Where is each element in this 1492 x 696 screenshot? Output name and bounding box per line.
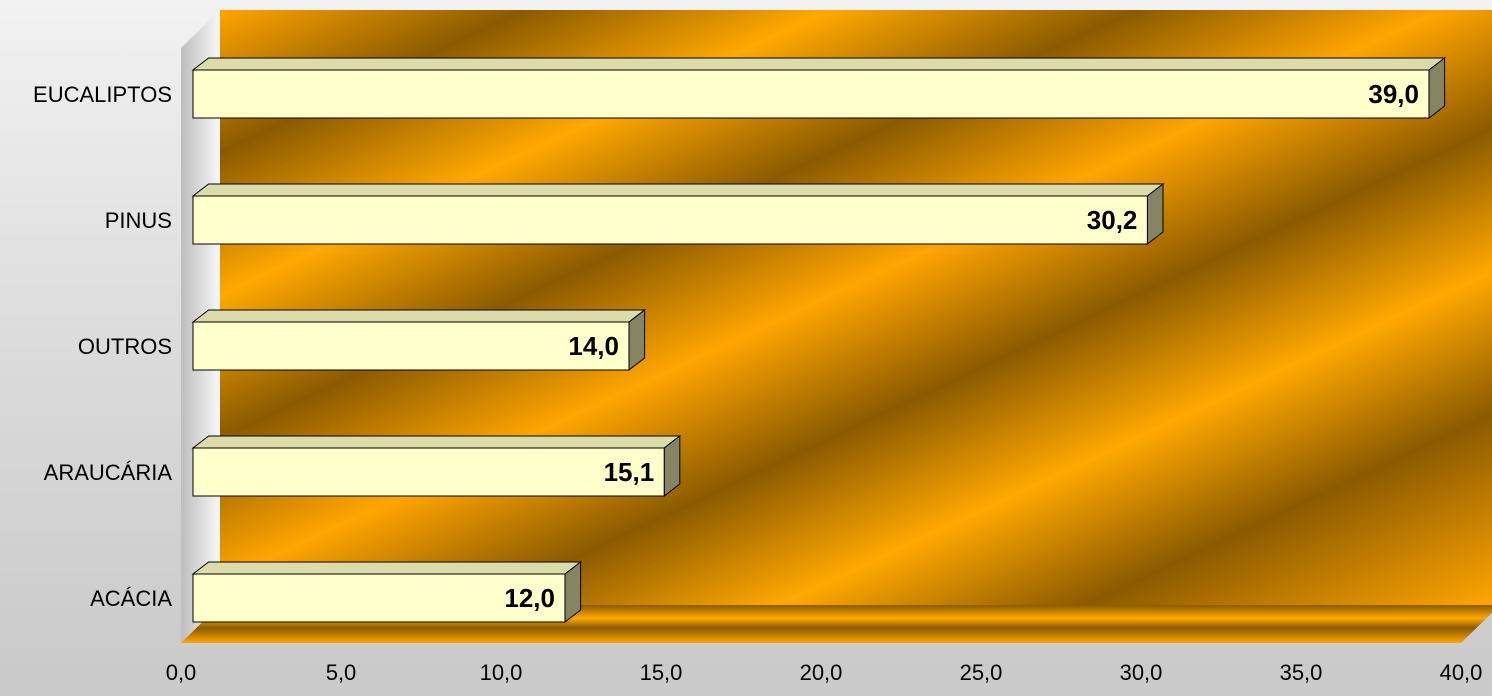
bar-top-face xyxy=(191,309,647,323)
category-label: EUCALIPTOS xyxy=(33,82,172,107)
bar-top-face xyxy=(191,57,1447,71)
bar: 12,0 xyxy=(191,560,583,624)
x-tick-label: 10,0 xyxy=(480,660,523,685)
bars-group: 39,0 30,2 14,0 15,1 12,0 xyxy=(191,56,1447,624)
bar-top-face xyxy=(191,561,583,575)
bar-front-face xyxy=(192,195,1148,245)
data-label: 30,2 xyxy=(1087,205,1138,235)
bar: 15,1 xyxy=(191,434,682,498)
x-tick-label: 0,0 xyxy=(166,660,197,685)
bar-front-face xyxy=(192,447,665,497)
category-label: PINUS xyxy=(105,208,172,233)
x-tick-label: 35,0 xyxy=(1280,660,1323,685)
x-tick-labels: 0,0 5,0 10,0 15,0 20,0 25,0 30,0 35,0 40,0 xyxy=(166,660,1483,685)
bar: 39,0 xyxy=(191,56,1447,120)
bar: 30,2 xyxy=(191,182,1165,246)
x-tick-label: 25,0 xyxy=(960,660,1003,685)
x-tick-label: 20,0 xyxy=(800,660,843,685)
data-label: 12,0 xyxy=(504,583,555,613)
bar-front-face xyxy=(192,573,566,623)
bar-front-face xyxy=(192,69,1430,119)
x-tick-label: 30,0 xyxy=(1120,660,1163,685)
bar-top-face xyxy=(191,435,682,449)
bar-front-face xyxy=(192,321,630,371)
category-label: OUTROS xyxy=(78,334,172,359)
x-tick-label: 15,0 xyxy=(640,660,683,685)
category-label: ACÁCIA xyxy=(90,586,172,611)
data-label: 39,0 xyxy=(1368,79,1419,109)
bar: 14,0 xyxy=(191,308,647,372)
x-tick-label: 40,0 xyxy=(1440,660,1483,685)
data-label: 14,0 xyxy=(568,331,619,361)
category-labels: EUCALIPTOS PINUS OUTROS ARAUCÁRIA ACÁCIA xyxy=(33,82,172,611)
data-label: 15,1 xyxy=(604,457,655,487)
category-label: ARAUCÁRIA xyxy=(44,460,173,485)
bar-top-face xyxy=(191,183,1165,197)
x-tick-label: 5,0 xyxy=(326,660,357,685)
